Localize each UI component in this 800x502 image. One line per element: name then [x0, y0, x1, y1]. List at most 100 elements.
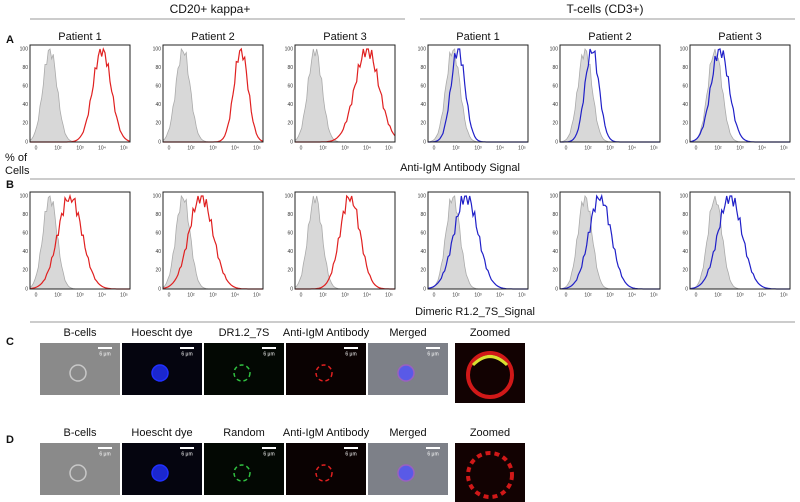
- y-tick-label: 20: [287, 268, 293, 274]
- y-tick-label: 60: [22, 231, 28, 237]
- y-tick-label: 60: [22, 84, 28, 90]
- plot-frame: [559, 44, 661, 143]
- x-tick-label: 0: [433, 292, 436, 298]
- y-tick-label: 40: [682, 249, 688, 255]
- y-tick-label: 80: [420, 212, 426, 218]
- y-tick-label: 60: [682, 84, 688, 90]
- y-tick-label: 40: [552, 102, 558, 108]
- panel-label: B: [6, 179, 14, 191]
- y-tick-label: 0: [158, 286, 161, 292]
- y-tick-label: 60: [287, 84, 293, 90]
- y-tick-label: 100: [153, 193, 162, 199]
- panel-label: C: [6, 336, 14, 348]
- x-tick-label: 10⁴: [496, 145, 504, 151]
- plot-frame: [427, 44, 529, 143]
- y-tick-label: 100: [550, 46, 559, 52]
- image-label: Random: [223, 427, 265, 439]
- y-axis-label: % of: [5, 152, 28, 164]
- x-tick-label: 0: [300, 145, 303, 151]
- y-tick-label: 80: [155, 212, 161, 218]
- y-tick-label: 0: [290, 139, 293, 145]
- plot-frame: [29, 191, 131, 290]
- y-tick-label: 40: [287, 102, 293, 108]
- x-tick-label: 10³: [736, 145, 744, 151]
- y-tick-label: 20: [420, 268, 426, 274]
- image-label: B-cells: [63, 427, 97, 439]
- x-tick-label: 10⁵: [518, 145, 526, 151]
- image-label: Hoescht dye: [131, 327, 192, 339]
- isotype-histogram: [689, 195, 790, 290]
- x-tick-label: 10²: [452, 292, 460, 298]
- x-tick-label: 10⁵: [120, 145, 128, 151]
- x-tick-label: 10⁵: [253, 145, 261, 151]
- x-tick-label: 0: [565, 145, 568, 151]
- y-tick-label: 0: [555, 139, 558, 145]
- y-tick-label: 20: [22, 268, 28, 274]
- plot-frame: [294, 44, 396, 143]
- isotype-histogram: [294, 48, 395, 143]
- image-label: Anti-IgM Antibody: [283, 427, 370, 439]
- x-tick-label: 0: [695, 292, 698, 298]
- image-label: Hoescht dye: [131, 427, 192, 439]
- y-tick-label: 0: [25, 139, 28, 145]
- x-tick-label: 10³: [76, 145, 84, 151]
- patient-label: Patient 3: [323, 31, 366, 43]
- x-tick-label: 10³: [474, 292, 482, 298]
- cell: [69, 364, 87, 382]
- y-tick-label: 20: [155, 268, 161, 274]
- y-tick-label: 100: [680, 46, 689, 52]
- axis-label: Dimeric R1.2_7S_Signal: [415, 306, 535, 318]
- y-tick-label: 0: [25, 286, 28, 292]
- x-tick-label: 10²: [319, 145, 327, 151]
- scale-bar-label: 6 μm: [263, 351, 274, 357]
- x-tick-label: 10⁵: [518, 292, 526, 298]
- y-tick-label: 80: [287, 65, 293, 71]
- y-tick-label: 40: [155, 249, 161, 255]
- y-tick-label: 60: [287, 231, 293, 237]
- x-tick-label: 10⁵: [385, 145, 393, 151]
- y-tick-label: 40: [552, 249, 558, 255]
- y-tick-label: 40: [155, 102, 161, 108]
- x-tick-label: 10²: [584, 145, 592, 151]
- x-tick-label: 10³: [606, 292, 614, 298]
- x-tick-label: 10³: [76, 292, 84, 298]
- image-label: Anti-IgM Antibody: [283, 327, 370, 339]
- y-tick-label: 100: [285, 46, 294, 52]
- x-tick-label: 10³: [341, 145, 349, 151]
- x-tick-label: 10³: [606, 145, 614, 151]
- y-tick-label: 0: [555, 286, 558, 292]
- y-tick-label: 40: [420, 102, 426, 108]
- x-tick-label: 10³: [341, 292, 349, 298]
- x-tick-label: 10⁴: [628, 145, 636, 151]
- scale-bar-label: 6 μm: [99, 351, 110, 357]
- micrograph: [204, 443, 284, 495]
- x-tick-label: 0: [300, 292, 303, 298]
- y-tick-label: 100: [418, 193, 427, 199]
- x-tick-label: 0: [433, 145, 436, 151]
- x-tick-label: 10³: [736, 292, 744, 298]
- x-tick-label: 10²: [452, 145, 460, 151]
- y-tick-label: 60: [552, 84, 558, 90]
- y-tick-label: 40: [22, 102, 28, 108]
- header: T-cells (CD3+): [566, 2, 643, 16]
- patient-label: Patient 3: [718, 31, 761, 43]
- y-tick-label: 20: [155, 121, 161, 127]
- y-tick-label: 80: [682, 65, 688, 71]
- y-tick-label: 60: [420, 84, 426, 90]
- x-tick-label: 10⁴: [98, 292, 106, 298]
- y-axis-label: Cells: [5, 165, 30, 177]
- scale-bar-label: 6 μm: [345, 351, 356, 357]
- patient-label: Patient 2: [588, 31, 631, 43]
- zoomed-cell: [466, 451, 514, 499]
- plot-frame: [162, 44, 264, 143]
- cell: [151, 464, 169, 482]
- image-label: Zoomed: [470, 427, 510, 439]
- plot-frame: [689, 191, 791, 290]
- y-tick-label: 100: [153, 46, 162, 52]
- x-tick-label: 10²: [187, 292, 195, 298]
- y-tick-label: 20: [682, 268, 688, 274]
- x-tick-label: 10²: [714, 145, 722, 151]
- x-tick-label: 10³: [209, 292, 217, 298]
- y-tick-label: 0: [290, 286, 293, 292]
- x-tick-label: 10⁴: [758, 292, 766, 298]
